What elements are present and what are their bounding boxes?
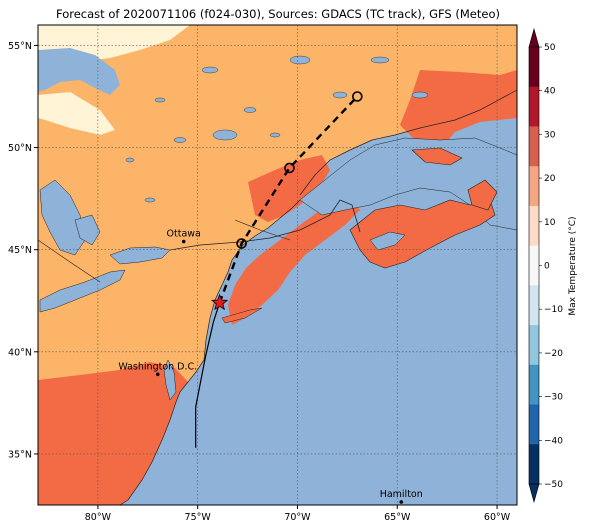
colorbar-segment <box>529 404 539 445</box>
map-panel: Ottawa Washington D.C. Hamilton 80°W 75°W 70… <box>8 24 518 523</box>
colorbar-tick-label: −10 <box>544 305 563 315</box>
city-label: Washington D.C. <box>118 361 197 372</box>
x-tick-label: 65°W <box>384 512 411 523</box>
city-markers: Ottawa Washington D.C. Hamilton <box>118 229 423 504</box>
colorbar-tick-label: 30 <box>544 130 556 140</box>
city-dot <box>181 239 186 244</box>
colorbar-tick-label: 40 <box>544 87 556 97</box>
x-tick-label: 60°W <box>484 512 511 523</box>
colorbar-segment <box>529 444 539 485</box>
colorbar-segment <box>529 86 539 127</box>
observed-track-line <box>195 302 221 448</box>
y-tick-label: 55°N <box>8 41 32 52</box>
city-dot <box>155 372 160 377</box>
colorbar-segment <box>529 285 539 326</box>
land-warm-east <box>228 200 360 325</box>
y-tick-label: 50°N <box>8 143 32 154</box>
colorbar-segment <box>529 205 539 247</box>
colorbar: 50 40 30 20 10 0 −10 −20 −30 −40 −50 Max Temperatu… <box>528 27 578 504</box>
land-warm-south <box>38 362 188 505</box>
colorbar-tick-label: −40 <box>544 436 563 446</box>
x-tick-label: 80°W <box>85 512 112 523</box>
colorbar-segment <box>529 166 539 207</box>
georgian-bay <box>74 214 101 246</box>
city-label: Hamilton <box>380 489 423 500</box>
colorbar-tick-label: −20 <box>544 349 563 359</box>
colorbar-max-extend <box>528 27 540 48</box>
province-border <box>38 219 291 283</box>
colorbar-tick-label: −50 <box>544 480 563 490</box>
small-lakes <box>125 55 429 203</box>
colorbar-tick-label: 10 <box>544 218 556 228</box>
colorbar-segment <box>529 126 539 167</box>
current-position-star <box>210 293 229 311</box>
colorbar-segment <box>529 245 539 286</box>
city-dot <box>399 500 404 504</box>
maritimes <box>349 199 496 269</box>
colorbar-tick-label: 0 <box>544 262 550 272</box>
colorbar-segment <box>529 325 539 366</box>
forecast-position-marker <box>284 162 295 174</box>
land-warm-patch <box>248 155 330 222</box>
land-warm-north <box>400 70 517 150</box>
chesapeake-bay <box>163 359 177 401</box>
colorbar-label: Max Temperature (°C) <box>568 216 578 315</box>
x-tick-label: 70°W <box>284 512 311 523</box>
map-frame <box>37 24 518 506</box>
anticosti-island <box>411 147 463 166</box>
colorbar-segment <box>529 47 539 88</box>
colorbar-tick-label: 20 <box>544 174 556 184</box>
y-tick-label: 35°N <box>8 449 32 460</box>
city-label: Ottawa <box>167 229 201 240</box>
x-axis-ticks: 80°W 75°W 70°W 65°W 60°W <box>85 505 511 523</box>
colorbar-tick-label: 50 <box>544 43 556 53</box>
colorbar-segment <box>529 364 539 406</box>
lake-erie <box>39 269 126 313</box>
colorbar-ticks: 50 40 30 20 10 0 −10 −20 −30 −40 −50 <box>539 43 563 490</box>
bay-of-fundy <box>369 231 406 251</box>
y-tick-label: 40°N <box>8 347 32 358</box>
international-border <box>169 199 361 251</box>
lake-huron <box>39 179 86 256</box>
land-cool-north <box>38 25 190 80</box>
x-tick-label: 75°W <box>185 512 212 523</box>
storm-track <box>195 91 363 448</box>
lake-ontario <box>109 246 171 265</box>
colorbar-min-extend <box>528 483 540 504</box>
james-bay <box>38 48 120 95</box>
gridlines <box>38 25 517 505</box>
forecast-position-marker <box>352 91 363 102</box>
gulf-st-lawrence <box>299 137 517 231</box>
land-cool-west <box>38 92 115 135</box>
forecast-position-marker <box>236 238 247 249</box>
cape-breton <box>467 179 498 211</box>
chart-title: Forecast of 2020071106 (f024-030), Sourc… <box>56 7 500 21</box>
coastline <box>119 89 517 505</box>
y-tick-label: 45°N <box>8 245 32 256</box>
long-island <box>221 307 263 324</box>
colorbar-tick-label: −30 <box>544 393 563 403</box>
y-axis-ticks: 55°N 50°N 45°N 40°N 35°N <box>8 41 38 460</box>
